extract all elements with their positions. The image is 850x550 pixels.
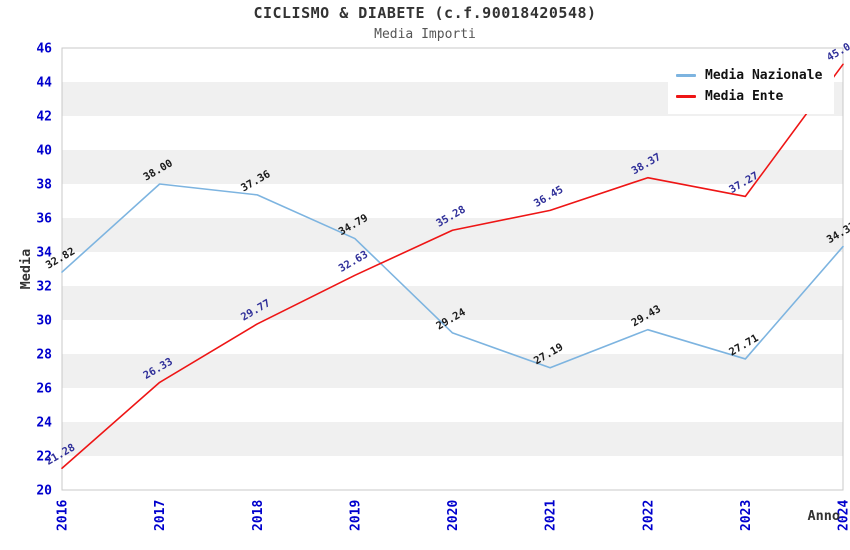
grid-band [62,150,843,184]
grid-band [62,286,843,320]
legend: Media Nazionale Media Ente [668,60,835,114]
legend-item-media-nazionale: Media Nazionale [676,65,822,86]
y-tick-label: 46 [36,42,52,57]
media-ente-line-swatch [676,95,696,98]
legend-label-media-nazionale: Media Nazionale [705,68,823,83]
y-axis-title: Media [18,249,34,290]
x-tick-label: 2020 [446,500,461,531]
y-tick-label: 22 [36,450,52,465]
y-tick-label: 32 [36,280,52,295]
x-tick-label: 2019 [348,500,363,531]
grid-band [62,456,843,490]
y-tick-label: 34 [36,246,52,261]
x-tick-label: 2023 [739,500,754,531]
y-tick-label: 20 [36,484,52,499]
series-line-media-ente [61,63,844,470]
chart-subtitle: Media Importi [374,27,476,42]
legend-item-media-ente: Media Ente [676,86,822,107]
x-tick-label: 2016 [56,500,71,531]
y-tick-label: 28 [36,348,52,363]
y-tick-label: 40 [36,144,52,159]
grid-band [62,218,843,252]
y-tick-label: 38 [36,178,52,193]
grid-band [62,388,843,422]
chart-title: CICLISMO & DIABETE (c.f.90018420548) [253,4,597,22]
y-tick-label: 36 [36,212,52,227]
grid-band [62,354,843,388]
plot-border [61,47,844,491]
y-tick-label: 42 [36,110,52,125]
y-tick-label: 26 [36,382,52,397]
media-nazionale-line-swatch [676,74,696,77]
y-tick-label: 30 [36,314,52,329]
x-axis-title: Anno [807,508,840,524]
grid-band [62,116,843,150]
grid-band [62,320,843,354]
grid-band [62,422,843,456]
x-tick-label: 2018 [251,500,266,531]
grid-band [62,252,843,286]
x-tick-label: 2024 [837,500,850,531]
y-tick-label: 44 [36,76,52,91]
y-tick-label: 24 [36,416,52,431]
x-tick-label: 2021 [544,500,559,531]
x-tick-label: 2022 [641,500,656,531]
legend-label-media-ente: Media Ente [705,89,784,104]
series-line-media-nazionale [61,183,844,369]
x-tick-label: 2017 [153,500,168,531]
